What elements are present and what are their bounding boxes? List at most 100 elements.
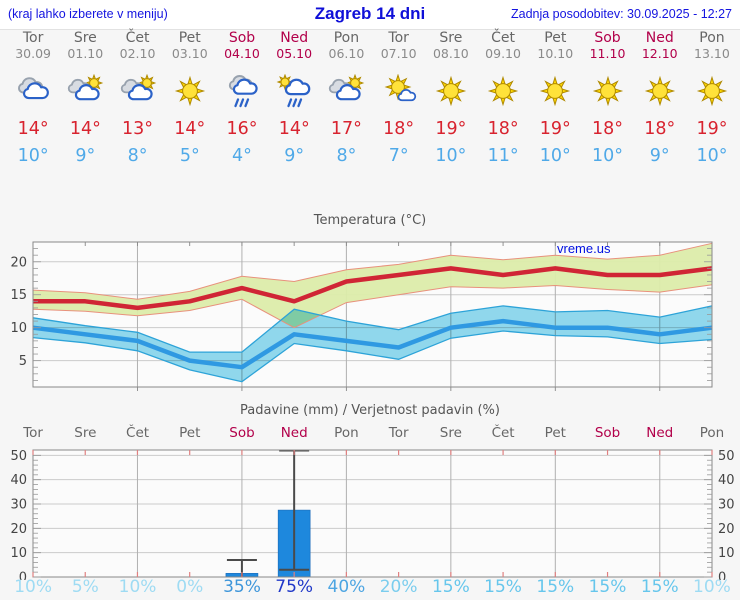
day-date: 07.10: [380, 46, 417, 61]
day-name: Sre: [439, 30, 463, 46]
high-temp: 18°: [487, 119, 519, 139]
precip-ytick-left: 20: [10, 522, 27, 537]
precipitation-chart: 0 0 10 10 20 20 30 30 40 40 50 50: [10, 449, 735, 581]
precip-day-labels: Tor Sre Čet Pet Sob Ned Pon Tor Sre Čet Pet Sob Ned P…: [7, 425, 738, 441]
high-temp: 19°: [696, 119, 728, 139]
day-column: Sre 01.10 14° 9°: [59, 30, 111, 167]
day-column: Pet 03.10 14° 5°: [164, 30, 216, 167]
precip-day-label: Pon: [699, 425, 725, 441]
precip-ytick-right: 10: [718, 546, 735, 561]
precip-day-label: Čet: [491, 425, 515, 441]
day-column: Ned 05.10 14° 9°: [268, 30, 320, 167]
low-temp: 5°: [179, 146, 200, 166]
day-name: Ned: [280, 30, 309, 46]
high-temp: 14°: [278, 119, 310, 139]
day-date: 04.10: [224, 46, 260, 61]
low-temp: 10°: [696, 146, 728, 166]
precip-day-label: Čet: [126, 425, 150, 441]
day-name: Pon: [333, 30, 360, 46]
day-column: Sre 08.10 19° 10°: [425, 30, 477, 167]
day-date: 06.10: [328, 46, 365, 61]
sunny-icon: [644, 75, 675, 107]
high-temp: 17°: [330, 119, 362, 139]
precip-day-label: Pet: [544, 425, 566, 441]
weather-icon-cell: [477, 74, 529, 110]
sun-cloud-icon: [329, 73, 365, 101]
day-column: Sob 04.10 16° 4°: [216, 30, 268, 167]
weather-icon-cell: [581, 74, 633, 110]
precip-probability: 15%: [640, 577, 679, 597]
weather-icon-cell: [425, 74, 477, 110]
day-date: 13.10: [694, 46, 730, 61]
sunny-icon: [592, 75, 623, 107]
day-column: Pon 13.10 19° 10°: [686, 30, 738, 167]
precip-ytick-right: 0: [718, 571, 726, 581]
high-temp: 18°: [644, 119, 676, 139]
day-column: Čet 09.10 18° 11°: [477, 30, 529, 167]
day-name: Sob: [594, 30, 621, 46]
temperature-chart: 5 10 15 20: [10, 241, 713, 391]
precip-probability: 10%: [693, 577, 731, 597]
precip-probability: 15%: [536, 577, 575, 597]
day-date: 05.10: [276, 46, 313, 61]
day-column: Tor 30.09 14° 10°: [7, 30, 59, 167]
day-name: Pet: [178, 30, 201, 46]
low-temp: 4°: [232, 146, 252, 166]
precip-probability: 15%: [431, 577, 470, 597]
location-menu-note: (kraj lahko izberete v meniju): [8, 7, 168, 21]
low-temp: 8°: [127, 146, 148, 166]
low-temp: 11°: [487, 146, 519, 166]
cloudy-icon: [18, 77, 50, 100]
sunny-icon: [540, 75, 571, 107]
precip-probability: 75%: [275, 577, 314, 597]
temp-ytick-label: 10: [10, 321, 27, 336]
precip-ytick-left: 50: [10, 449, 27, 464]
precip-ytick-left: 40: [10, 473, 27, 488]
precip-day-label: Pet: [179, 425, 201, 441]
weather-icon-cell: [686, 74, 738, 110]
day-column: Ned 12.10 18° 9°: [634, 30, 686, 167]
precip-ytick-right: 30: [718, 498, 735, 513]
sunny-icon: [435, 75, 467, 107]
day-date: 10.10: [537, 46, 574, 61]
low-temp: 9°: [75, 146, 96, 166]
low-temp: 10°: [17, 146, 49, 166]
precip-probability: 40%: [327, 577, 366, 597]
day-name: Ned: [645, 30, 674, 46]
weather-icon-cell: [529, 74, 581, 110]
high-temp: 13°: [122, 119, 154, 139]
high-temp: 19°: [435, 119, 467, 139]
precip-probability: 10%: [118, 577, 157, 597]
day-date: 12.10: [641, 46, 678, 61]
weather-icon-cell: [216, 74, 268, 110]
day-date: 30.09: [15, 46, 51, 61]
temp-chart-title: Temperatura (°C): [313, 213, 427, 228]
day-name: Tor: [388, 30, 409, 46]
day-column: Čet 02.10 13° 8°: [111, 30, 163, 167]
day-date: 03.10: [171, 46, 208, 61]
high-temp: 16°: [226, 119, 258, 139]
day-name: Sob: [228, 30, 256, 46]
max-temp-line: [33, 266, 713, 311]
precip-probability: 35%: [223, 577, 261, 597]
precip-probability: 10%: [14, 577, 52, 597]
precip-ytick-right: 20: [718, 522, 735, 537]
precip-ytick-right: 40: [718, 473, 735, 488]
watermark-link[interactable]: vreme.us: [557, 241, 611, 256]
weather-icon-cell: [164, 74, 216, 110]
sun-rain-icon: [276, 73, 311, 108]
weather-icon-cell: [320, 73, 372, 110]
high-temp: 18°: [592, 119, 624, 139]
precip-day-label: Ned: [280, 425, 308, 441]
precip-day-label: Sob: [594, 425, 621, 441]
precip-day-label: Sob: [229, 425, 255, 441]
low-temp: 10°: [539, 146, 571, 166]
sun-cloud-icon: [120, 73, 156, 101]
day-name: Pon: [699, 30, 725, 46]
page-header: (kraj lahko izberete v meniju) Zagreb 14…: [0, 0, 740, 30]
precip-day-label: Pon: [334, 425, 359, 441]
precip-probability: 15%: [484, 577, 522, 597]
high-temp: 18°: [383, 119, 415, 139]
precip-chart-title: Padavine (mm) / Verjetnost padavin (%): [240, 403, 500, 418]
day-column: Pon 06.10 17° 8°: [320, 30, 372, 167]
